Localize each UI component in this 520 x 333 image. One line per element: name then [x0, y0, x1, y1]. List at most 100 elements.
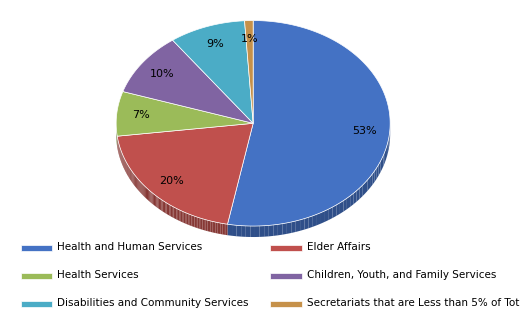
Polygon shape: [223, 223, 224, 235]
Polygon shape: [181, 210, 182, 222]
Polygon shape: [193, 215, 194, 227]
Polygon shape: [182, 211, 184, 223]
Polygon shape: [354, 191, 357, 204]
Polygon shape: [127, 164, 128, 176]
Text: 1%: 1%: [241, 34, 258, 44]
Polygon shape: [382, 155, 384, 169]
Text: Disabilities and Community Services: Disabilities and Community Services: [57, 298, 249, 308]
Polygon shape: [388, 138, 389, 153]
Polygon shape: [380, 158, 382, 172]
Polygon shape: [142, 184, 144, 196]
Polygon shape: [212, 221, 214, 233]
Polygon shape: [155, 195, 157, 207]
Polygon shape: [321, 211, 325, 223]
Polygon shape: [206, 220, 207, 231]
Polygon shape: [122, 154, 123, 166]
Polygon shape: [201, 218, 202, 230]
Polygon shape: [244, 21, 253, 123]
Polygon shape: [386, 145, 387, 159]
Polygon shape: [141, 183, 142, 195]
Text: 9%: 9%: [206, 39, 224, 49]
Polygon shape: [274, 224, 278, 236]
Polygon shape: [144, 185, 145, 197]
Polygon shape: [128, 166, 129, 178]
Polygon shape: [370, 174, 372, 188]
Polygon shape: [365, 180, 368, 193]
Polygon shape: [185, 212, 187, 224]
Polygon shape: [194, 216, 196, 228]
Polygon shape: [139, 180, 140, 192]
Polygon shape: [159, 198, 160, 210]
Polygon shape: [136, 176, 137, 188]
Polygon shape: [216, 222, 217, 233]
Polygon shape: [226, 224, 227, 235]
Polygon shape: [133, 173, 134, 185]
Polygon shape: [130, 168, 131, 181]
Text: 53%: 53%: [353, 126, 378, 136]
Polygon shape: [259, 226, 264, 237]
Polygon shape: [227, 21, 390, 226]
Polygon shape: [384, 152, 385, 166]
Polygon shape: [291, 221, 296, 233]
Polygon shape: [131, 170, 132, 182]
Polygon shape: [124, 158, 125, 170]
Polygon shape: [207, 220, 209, 231]
Polygon shape: [168, 204, 170, 215]
Polygon shape: [219, 223, 220, 234]
Polygon shape: [227, 224, 232, 236]
Polygon shape: [129, 167, 130, 179]
Polygon shape: [347, 196, 350, 209]
Polygon shape: [232, 225, 237, 236]
Polygon shape: [209, 220, 211, 232]
Polygon shape: [296, 220, 300, 232]
Polygon shape: [202, 219, 204, 230]
Polygon shape: [171, 205, 172, 217]
Polygon shape: [224, 224, 226, 235]
Polygon shape: [150, 191, 151, 203]
Polygon shape: [134, 174, 135, 186]
FancyBboxPatch shape: [21, 301, 52, 307]
Polygon shape: [220, 223, 223, 234]
Polygon shape: [317, 212, 321, 225]
Polygon shape: [137, 177, 138, 190]
Polygon shape: [199, 218, 201, 229]
Polygon shape: [264, 225, 269, 237]
Polygon shape: [376, 165, 379, 179]
Polygon shape: [350, 193, 354, 207]
FancyBboxPatch shape: [270, 273, 302, 279]
Polygon shape: [246, 226, 250, 237]
Polygon shape: [379, 162, 380, 175]
Polygon shape: [190, 214, 191, 226]
Polygon shape: [359, 185, 362, 199]
Polygon shape: [357, 188, 359, 202]
Polygon shape: [217, 222, 219, 234]
Polygon shape: [372, 171, 374, 185]
Polygon shape: [368, 177, 370, 191]
Polygon shape: [170, 204, 171, 216]
FancyBboxPatch shape: [270, 245, 302, 251]
Polygon shape: [196, 217, 198, 228]
Text: Health Services: Health Services: [57, 270, 139, 280]
Polygon shape: [300, 218, 304, 231]
Polygon shape: [329, 207, 333, 220]
Polygon shape: [123, 40, 253, 123]
Polygon shape: [146, 187, 147, 199]
Polygon shape: [145, 186, 146, 198]
Polygon shape: [149, 190, 150, 202]
Polygon shape: [172, 206, 174, 218]
Polygon shape: [278, 224, 282, 235]
Polygon shape: [126, 163, 127, 175]
Polygon shape: [282, 223, 287, 235]
Polygon shape: [140, 181, 141, 193]
Polygon shape: [374, 168, 376, 182]
Polygon shape: [161, 199, 163, 211]
Polygon shape: [125, 160, 126, 172]
Polygon shape: [151, 192, 153, 204]
Polygon shape: [241, 226, 246, 237]
Polygon shape: [123, 157, 124, 169]
Polygon shape: [184, 212, 185, 223]
Text: 20%: 20%: [159, 176, 184, 186]
Polygon shape: [255, 226, 259, 237]
Text: 7%: 7%: [133, 110, 150, 120]
Polygon shape: [165, 202, 166, 214]
